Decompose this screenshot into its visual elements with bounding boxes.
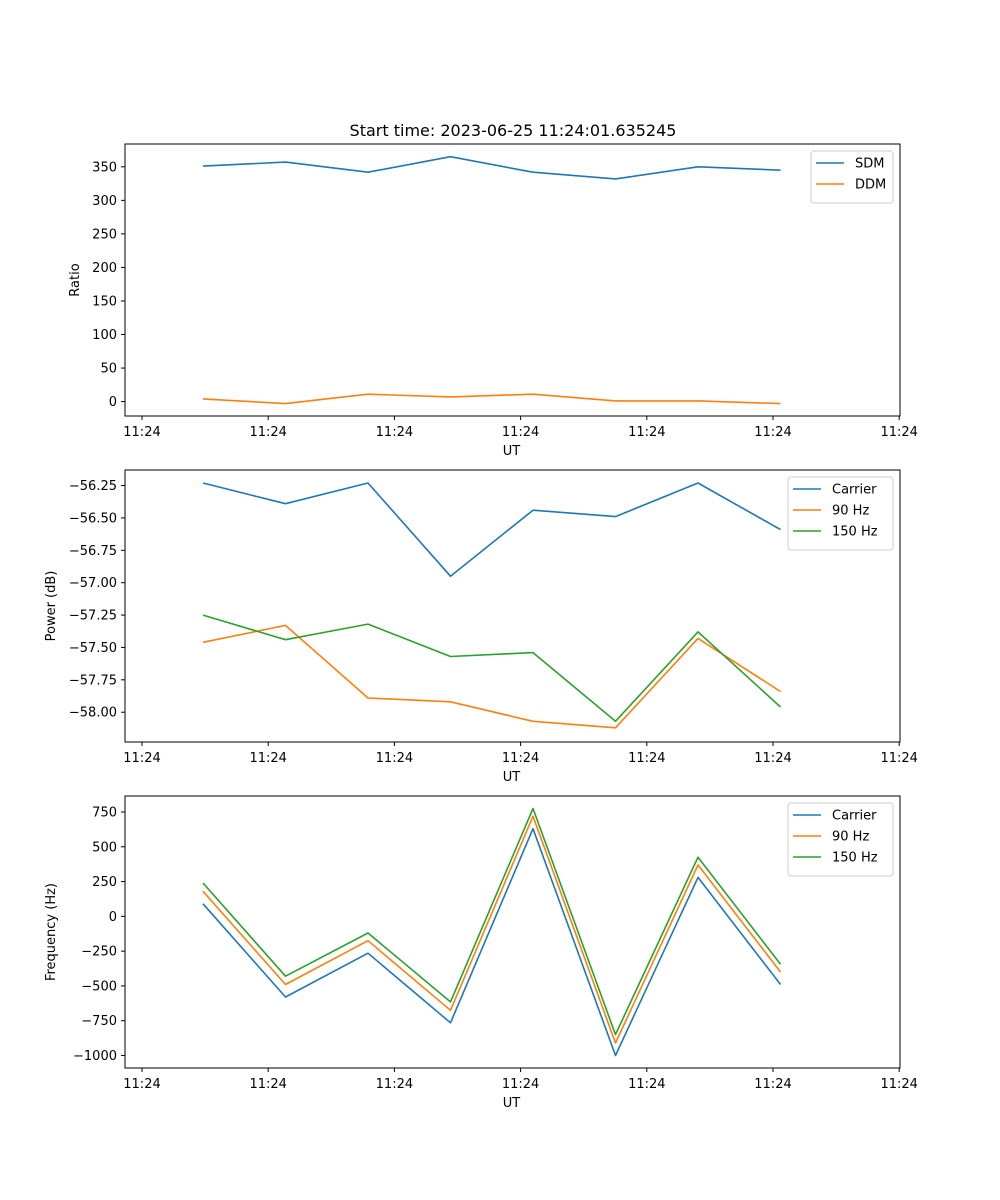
x-tick-label: 11:24 xyxy=(376,751,413,766)
x-tick-label: 11:24 xyxy=(123,1077,160,1092)
x-tick-label: 11:24 xyxy=(628,751,665,766)
y-axis-label: Frequency (Hz) xyxy=(44,883,59,981)
y-tick-label: −250 xyxy=(81,945,117,960)
series-line-150-hz xyxy=(202,614,782,723)
legend-label: 150 Hz xyxy=(832,525,878,540)
figure-title: Start time: 2023-06-25 11:24:01.635245 xyxy=(350,121,677,140)
x-tick-label: 11:24 xyxy=(249,751,286,766)
legend-label: 90 Hz xyxy=(832,504,869,519)
y-tick-label: 50 xyxy=(100,362,117,377)
series-line-carrier xyxy=(202,827,782,1057)
x-tick-label: 11:24 xyxy=(880,1077,917,1092)
y-tick-label: −57.75 xyxy=(69,673,117,688)
y-tick-label: 750 xyxy=(92,806,117,821)
legend: Carrier 90 Hz 150 Hz xyxy=(787,802,894,877)
y-tick-label: −56.75 xyxy=(69,544,117,559)
axes-frame xyxy=(124,143,901,417)
y-tick-label: −1000 xyxy=(73,1049,117,1064)
series-line-150-hz xyxy=(202,807,782,1036)
x-tick-label: 11:24 xyxy=(376,425,413,440)
legend-box xyxy=(810,150,894,204)
y-tick-label: −58.00 xyxy=(69,706,117,721)
legend-label: Carrier xyxy=(832,483,877,498)
x-tick-label: 11:24 xyxy=(123,751,160,766)
y-axis-label: Ratio xyxy=(68,263,83,296)
legend-label: 90 Hz xyxy=(832,830,869,845)
x-axis-label: UT xyxy=(503,444,521,459)
x-tick-label: 11:24 xyxy=(628,1077,665,1092)
y-tick-label: 350 xyxy=(92,160,117,175)
charts: 0 50 100 150 200 250 300 350 11:24 11:24 11:24 11:2… xyxy=(44,143,918,1111)
y-tick-label: 0 xyxy=(109,910,117,925)
y-tick-label: −57.00 xyxy=(69,576,117,591)
legend-label: SDM xyxy=(855,157,884,172)
y-tick-label: −56.50 xyxy=(69,511,117,526)
axes-frame xyxy=(124,469,901,743)
y-tick-label: 150 xyxy=(92,294,117,309)
y-tick-label: −750 xyxy=(81,1014,117,1029)
x-tick-label: 11:24 xyxy=(628,425,665,440)
x-tick-label: 11:24 xyxy=(249,425,286,440)
x-tick-label: 11:24 xyxy=(754,1077,791,1092)
x-tick-label: 11:24 xyxy=(502,1077,539,1092)
x-tick-label: 11:24 xyxy=(376,1077,413,1092)
x-tick-label: 11:24 xyxy=(880,425,917,440)
y-tick-label: 250 xyxy=(92,875,117,890)
x-tick-label: 11:24 xyxy=(502,425,539,440)
series-line-carrier xyxy=(202,482,781,578)
x-tick-label: 11:24 xyxy=(123,425,160,440)
chart-panel-1: 0 50 100 150 200 250 300 350 11:24 11:24 11:24 11:2… xyxy=(68,143,918,459)
y-tick-label: −57.50 xyxy=(69,641,117,656)
y-tick-label: 0 xyxy=(109,395,117,410)
y-tick-label: 100 xyxy=(92,328,117,343)
series-line-sdm xyxy=(202,155,781,180)
legend: SDM DDM xyxy=(810,150,894,204)
x-tick-label: 11:24 xyxy=(502,751,539,766)
x-tick-label: 11:24 xyxy=(249,1077,286,1092)
chart-panel-3: 750 500 250 0 −250 −500 −750 −1000 11:24 11:24 11:… xyxy=(44,795,918,1111)
chart-panel-2: −56.25 −56.50 −56.75 −57.00 −57.25 −57.50 −57.… xyxy=(44,469,918,785)
y-axis-label: Power (dB) xyxy=(44,571,59,642)
y-tick-label: −56.25 xyxy=(69,479,117,494)
y-tick-label: 250 xyxy=(92,227,117,242)
legend-label: DDM xyxy=(855,178,886,193)
x-tick-label: 11:24 xyxy=(754,751,791,766)
legend-label: 150 Hz xyxy=(832,851,878,866)
y-tick-label: 200 xyxy=(92,261,117,276)
y-tick-label: −57.25 xyxy=(69,609,117,624)
legend-label: Carrier xyxy=(832,809,877,824)
x-axis-label: UT xyxy=(503,1096,521,1111)
x-tick-label: 11:24 xyxy=(880,751,917,766)
x-tick-label: 11:24 xyxy=(754,425,791,440)
x-axis-label: UT xyxy=(503,770,521,785)
y-tick-label: −500 xyxy=(81,979,117,994)
y-tick-label: 500 xyxy=(92,840,117,855)
series-line-ddm xyxy=(202,393,781,405)
series-line-90-hz xyxy=(202,815,782,1044)
axes-frame xyxy=(124,795,901,1069)
y-tick-label: 300 xyxy=(92,194,117,209)
legend: Carrier 90 Hz 150 Hz xyxy=(787,476,894,551)
